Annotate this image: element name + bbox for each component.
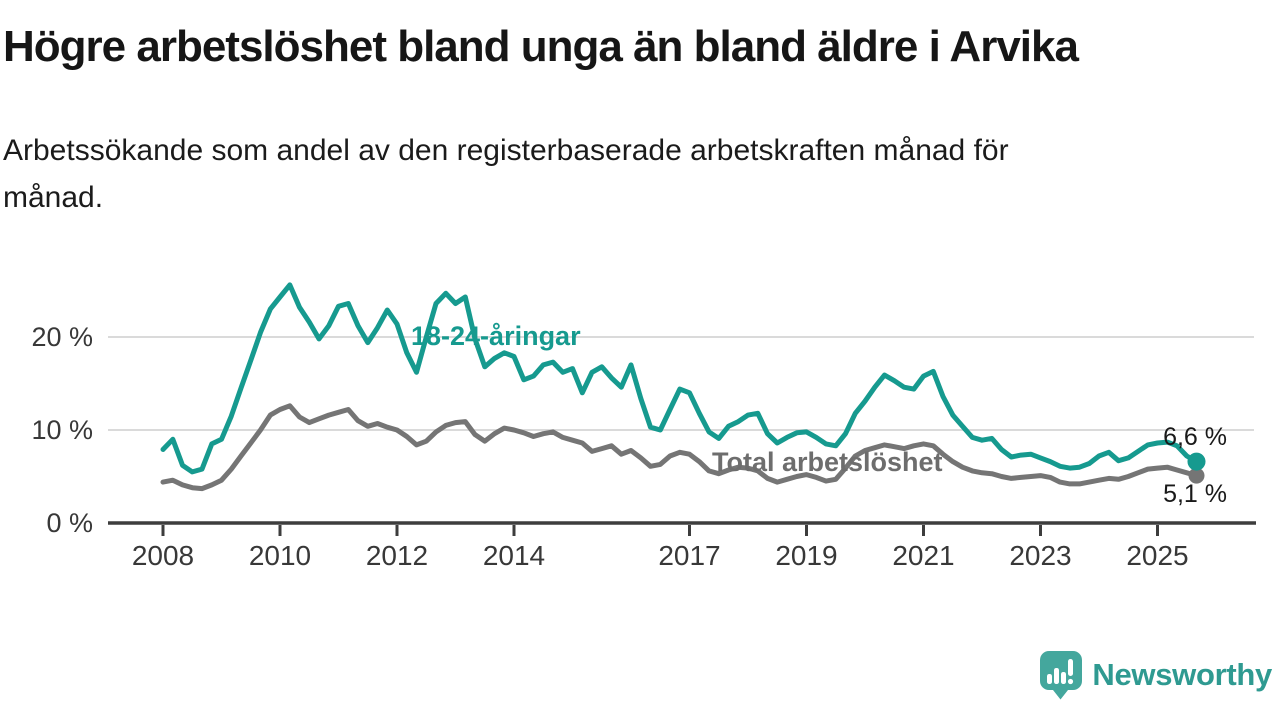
x-tick-label: 2025: [1126, 540, 1188, 571]
page-title: Högre arbetslöshet bland unga än bland ä…: [3, 22, 1079, 71]
unemployment-line-chart: 2008 2010 2012 2014 2017 2019 2021 2023 2025 0 % 1…: [31, 282, 1256, 571]
y-tick-label: 10 %: [31, 415, 93, 445]
x-tick-label: 2021: [892, 540, 954, 571]
x-tick-label: 2023: [1009, 540, 1071, 571]
page-subtitle: Arbetssökande som andel av den registerb…: [3, 134, 1009, 214]
end-value-label-total: 5,1 %: [1163, 480, 1227, 508]
x-tick-label: 2008: [132, 540, 194, 571]
series-line-1: [160, 282, 1199, 475]
x-tick-label: 2019: [775, 540, 837, 571]
series-line-0: [160, 403, 1199, 492]
series-label-youth: 18-24-åringar: [411, 321, 581, 351]
newsworthy-logo: Newsworthy: [1039, 650, 1272, 700]
series-end-dot-1: [1187, 452, 1206, 471]
x-tick-label: 2017: [658, 540, 720, 571]
series-label-total: Total arbetslöshet: [712, 447, 943, 477]
y-tick-label: 0 %: [46, 508, 93, 538]
newsworthy-chart-bubble-icon: [1040, 651, 1083, 700]
x-tick-label: 2014: [483, 540, 545, 571]
series-end-dot-0: [1188, 467, 1205, 484]
y-tick-label: 20 %: [31, 322, 93, 352]
brand-name: Newsworthy: [1092, 657, 1272, 692]
end-value-label-youth: 6,6 %: [1163, 423, 1227, 451]
x-tick-label: 2012: [366, 540, 428, 571]
x-tick-label: 2010: [249, 540, 311, 571]
